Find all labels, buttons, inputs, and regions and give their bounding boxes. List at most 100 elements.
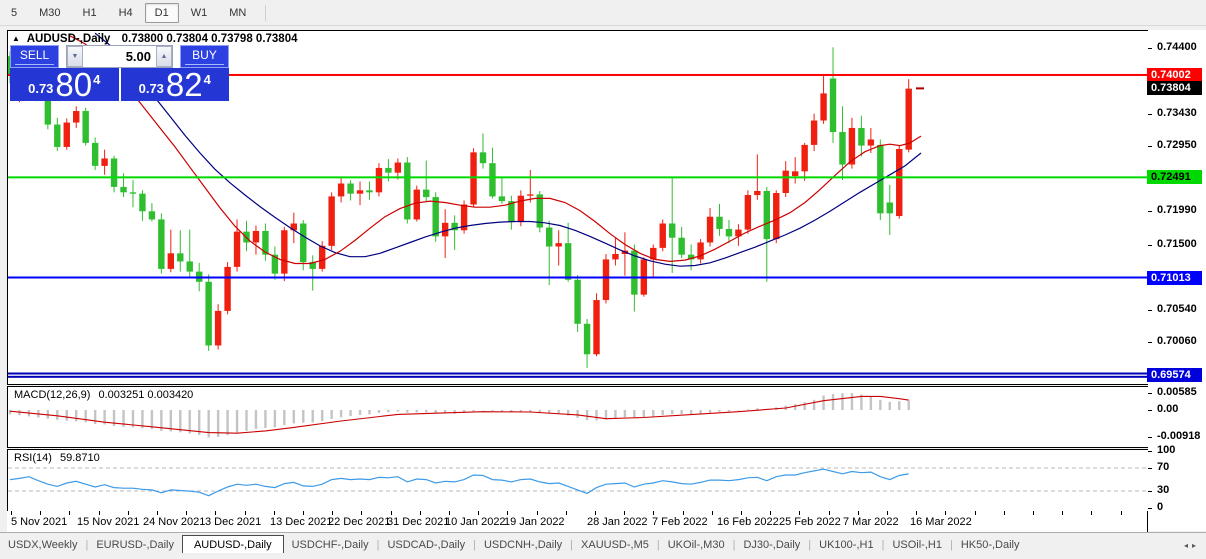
price-tick-mark <box>1148 211 1152 212</box>
chart-tab-usdxweekly[interactable]: USDX,Weekly <box>8 539 78 551</box>
price-tick-label: 0.73430 <box>1157 107 1197 119</box>
price-tick-mark <box>1148 114 1152 115</box>
time-axis-label: 16 Mar 2022 <box>910 516 972 528</box>
time-tick-mark <box>332 511 333 515</box>
chart-tab-ukoilm30[interactable]: UKOil-,M30 <box>667 539 725 551</box>
rsi-tick-mark <box>1148 451 1152 452</box>
chart-tab-usdcnhdaily[interactable]: USDCNH-,Daily <box>483 539 563 551</box>
bottom-strip <box>0 553 1206 559</box>
tab-scroll-left-icon[interactable]: ◂ <box>1183 541 1192 550</box>
time-tick-mark <box>1033 511 1034 515</box>
timeframe-toolbar: 5 M30 H1 H4 D1 W1 MN <box>0 0 1206 26</box>
timeframe-button-5[interactable]: 5 <box>11 6 18 19</box>
price-level-tag: 0.69574 <box>1147 368 1202 382</box>
tab-separator: | <box>473 539 476 551</box>
macd-chart <box>8 393 910 438</box>
tab-scroll-right-icon[interactable]: ▸ <box>1191 541 1200 550</box>
volume-decrease-button[interactable]: ▼ <box>67 46 83 67</box>
timeframe-button-m30[interactable]: M30 <box>39 6 61 19</box>
chart-tab-eurusddaily[interactable]: EURUSD-,Daily <box>96 539 174 551</box>
tab-separator: | <box>808 539 812 551</box>
time-tick-mark <box>420 511 421 515</box>
time-tick-mark <box>1062 511 1063 515</box>
time-axis-label: 19 Jan 2022 <box>504 516 565 528</box>
macd-tick-label: 0.00585 <box>1157 386 1197 398</box>
tab-separator: | <box>376 539 380 551</box>
time-axis-label: 24 Nov 2021 <box>143 516 206 528</box>
tab-separator: | <box>656 539 660 551</box>
time-axis-label: 3 Dec 2021 <box>205 516 262 528</box>
buy-price-display[interactable]: 0.73 82 4 <box>120 68 229 101</box>
rsi-tick-label: 70 <box>1157 461 1170 473</box>
macd-indicator-pane[interactable]: MACD(12,26,9) 0.003251 0.003420 <box>7 386 1150 448</box>
rsi-indicator-pane[interactable]: RSI(14) 59.8710 <box>7 449 1150 513</box>
price-level-tag: 0.71013 <box>1147 271 1202 285</box>
sell-price-big: 80 <box>55 68 93 101</box>
chart-title: ▲ AUDUSD-,Daily 0.73800 0.73804 0.73798 … <box>12 33 298 45</box>
tab-separator: | <box>732 539 736 551</box>
price-tick-mark <box>1148 146 1152 147</box>
volume-increase-button[interactable]: ▲ <box>156 46 172 67</box>
price-axis[interactable]: 0.74400 0.73430 0.72950 0.71990 0.71500 0.705… <box>1147 30 1206 531</box>
chart-tab-xauusdm5[interactable]: XAUUSD-,M5 <box>581 539 649 551</box>
time-axis-label: 22 Dec 2021 <box>328 516 391 528</box>
chart-tab-usoilh1[interactable]: USOil-,H1 <box>892 539 942 551</box>
time-tick-mark <box>595 511 596 515</box>
chart-tab-uk100h1[interactable]: UK100-,H1 <box>819 539 874 551</box>
buy-price-big: 82 <box>165 68 203 101</box>
buy-button[interactable]: BUY <box>180 45 229 68</box>
timeframe-button-mn[interactable]: MN <box>229 6 247 19</box>
rsi-tick-mark <box>1148 508 1152 509</box>
chart-tab-audusddaily[interactable]: AUDUSD-,Daily <box>181 535 284 554</box>
time-tick-mark <box>128 511 129 515</box>
timeframe-button-h4[interactable]: H4 <box>118 6 133 19</box>
time-tick-mark <box>361 511 362 515</box>
rsi-chart <box>8 467 1147 497</box>
price-tick-mark <box>1148 310 1152 311</box>
price-tick-label: 0.71990 <box>1157 204 1197 216</box>
time-tick-mark <box>157 511 158 515</box>
price-tick-label: 0.70060 <box>1157 335 1197 347</box>
time-axis-label: 13 Dec 2021 <box>270 516 333 528</box>
time-axis-label: 25 Feb 2022 <box>779 516 841 528</box>
sell-price-display[interactable]: 0.73 80 4 <box>10 68 119 101</box>
volume-stepper: ▼ 5.00 ▲ <box>66 45 173 68</box>
time-tick-mark <box>69 511 70 515</box>
time-axis-label: 7 Mar 2022 <box>843 516 899 528</box>
rsi-tick-mark <box>1148 468 1152 469</box>
rsi-tick-label: 100 <box>1157 444 1176 456</box>
time-tick-mark <box>303 511 304 515</box>
time-axis[interactable]: 5 Nov 2021 15 Nov 2021 24 Nov 2021 3 Dec 20… <box>7 511 1148 532</box>
time-tick-mark <box>566 511 567 515</box>
time-axis-label: 16 Feb 2022 <box>717 516 779 528</box>
volume-field[interactable]: 5.00 <box>83 46 156 67</box>
timeframe-button-w1[interactable]: W1 <box>190 6 208 19</box>
time-tick-mark <box>449 511 450 515</box>
time-axis-label: 10 Jan 2022 <box>445 516 506 528</box>
time-tick-mark <box>712 511 713 515</box>
time-tick-mark <box>186 511 187 515</box>
time-tick-mark <box>624 511 625 515</box>
symbol-marker-icon: ▲ <box>12 34 20 43</box>
timeframe-button-d1[interactable]: D1 <box>144 2 179 23</box>
time-axis-label: 31 Dec 2021 <box>387 516 450 528</box>
time-tick-mark <box>653 511 654 515</box>
tab-separator: | <box>949 539 953 551</box>
time-axis-label: 15 Nov 2021 <box>77 516 140 528</box>
chart-tab-hk50daily[interactable]: HK50-,Daily <box>960 539 1020 551</box>
chart-tab-dj30daily[interactable]: DJ30-,Daily <box>743 539 801 551</box>
timeframe-button-h1[interactable]: H1 <box>82 6 97 19</box>
time-tick-mark <box>799 511 800 515</box>
chart-tab-bar: USDX,Weekly | EURUSD-,Daily AUDUSD-,Daily US… <box>0 532 1206 554</box>
rsi-tick-mark <box>1148 491 1152 492</box>
time-tick-mark <box>1004 511 1005 515</box>
macd-label: MACD(12,26,9) 0.003251 0.003420 <box>14 389 194 401</box>
chart-tab-usdchfdaily[interactable]: USDCHF-,Daily <box>291 539 369 551</box>
price-tick-label: 0.72950 <box>1157 139 1197 151</box>
time-tick-mark <box>99 511 100 515</box>
time-tick-mark <box>507 511 508 515</box>
chart-tab-usdcaddaily[interactable]: USDCAD-,Daily <box>387 539 466 551</box>
tab-scroll-arrows: ◂▸ <box>1184 541 1200 554</box>
sell-button[interactable]: SELL <box>10 45 59 68</box>
time-tick-mark <box>829 511 830 515</box>
